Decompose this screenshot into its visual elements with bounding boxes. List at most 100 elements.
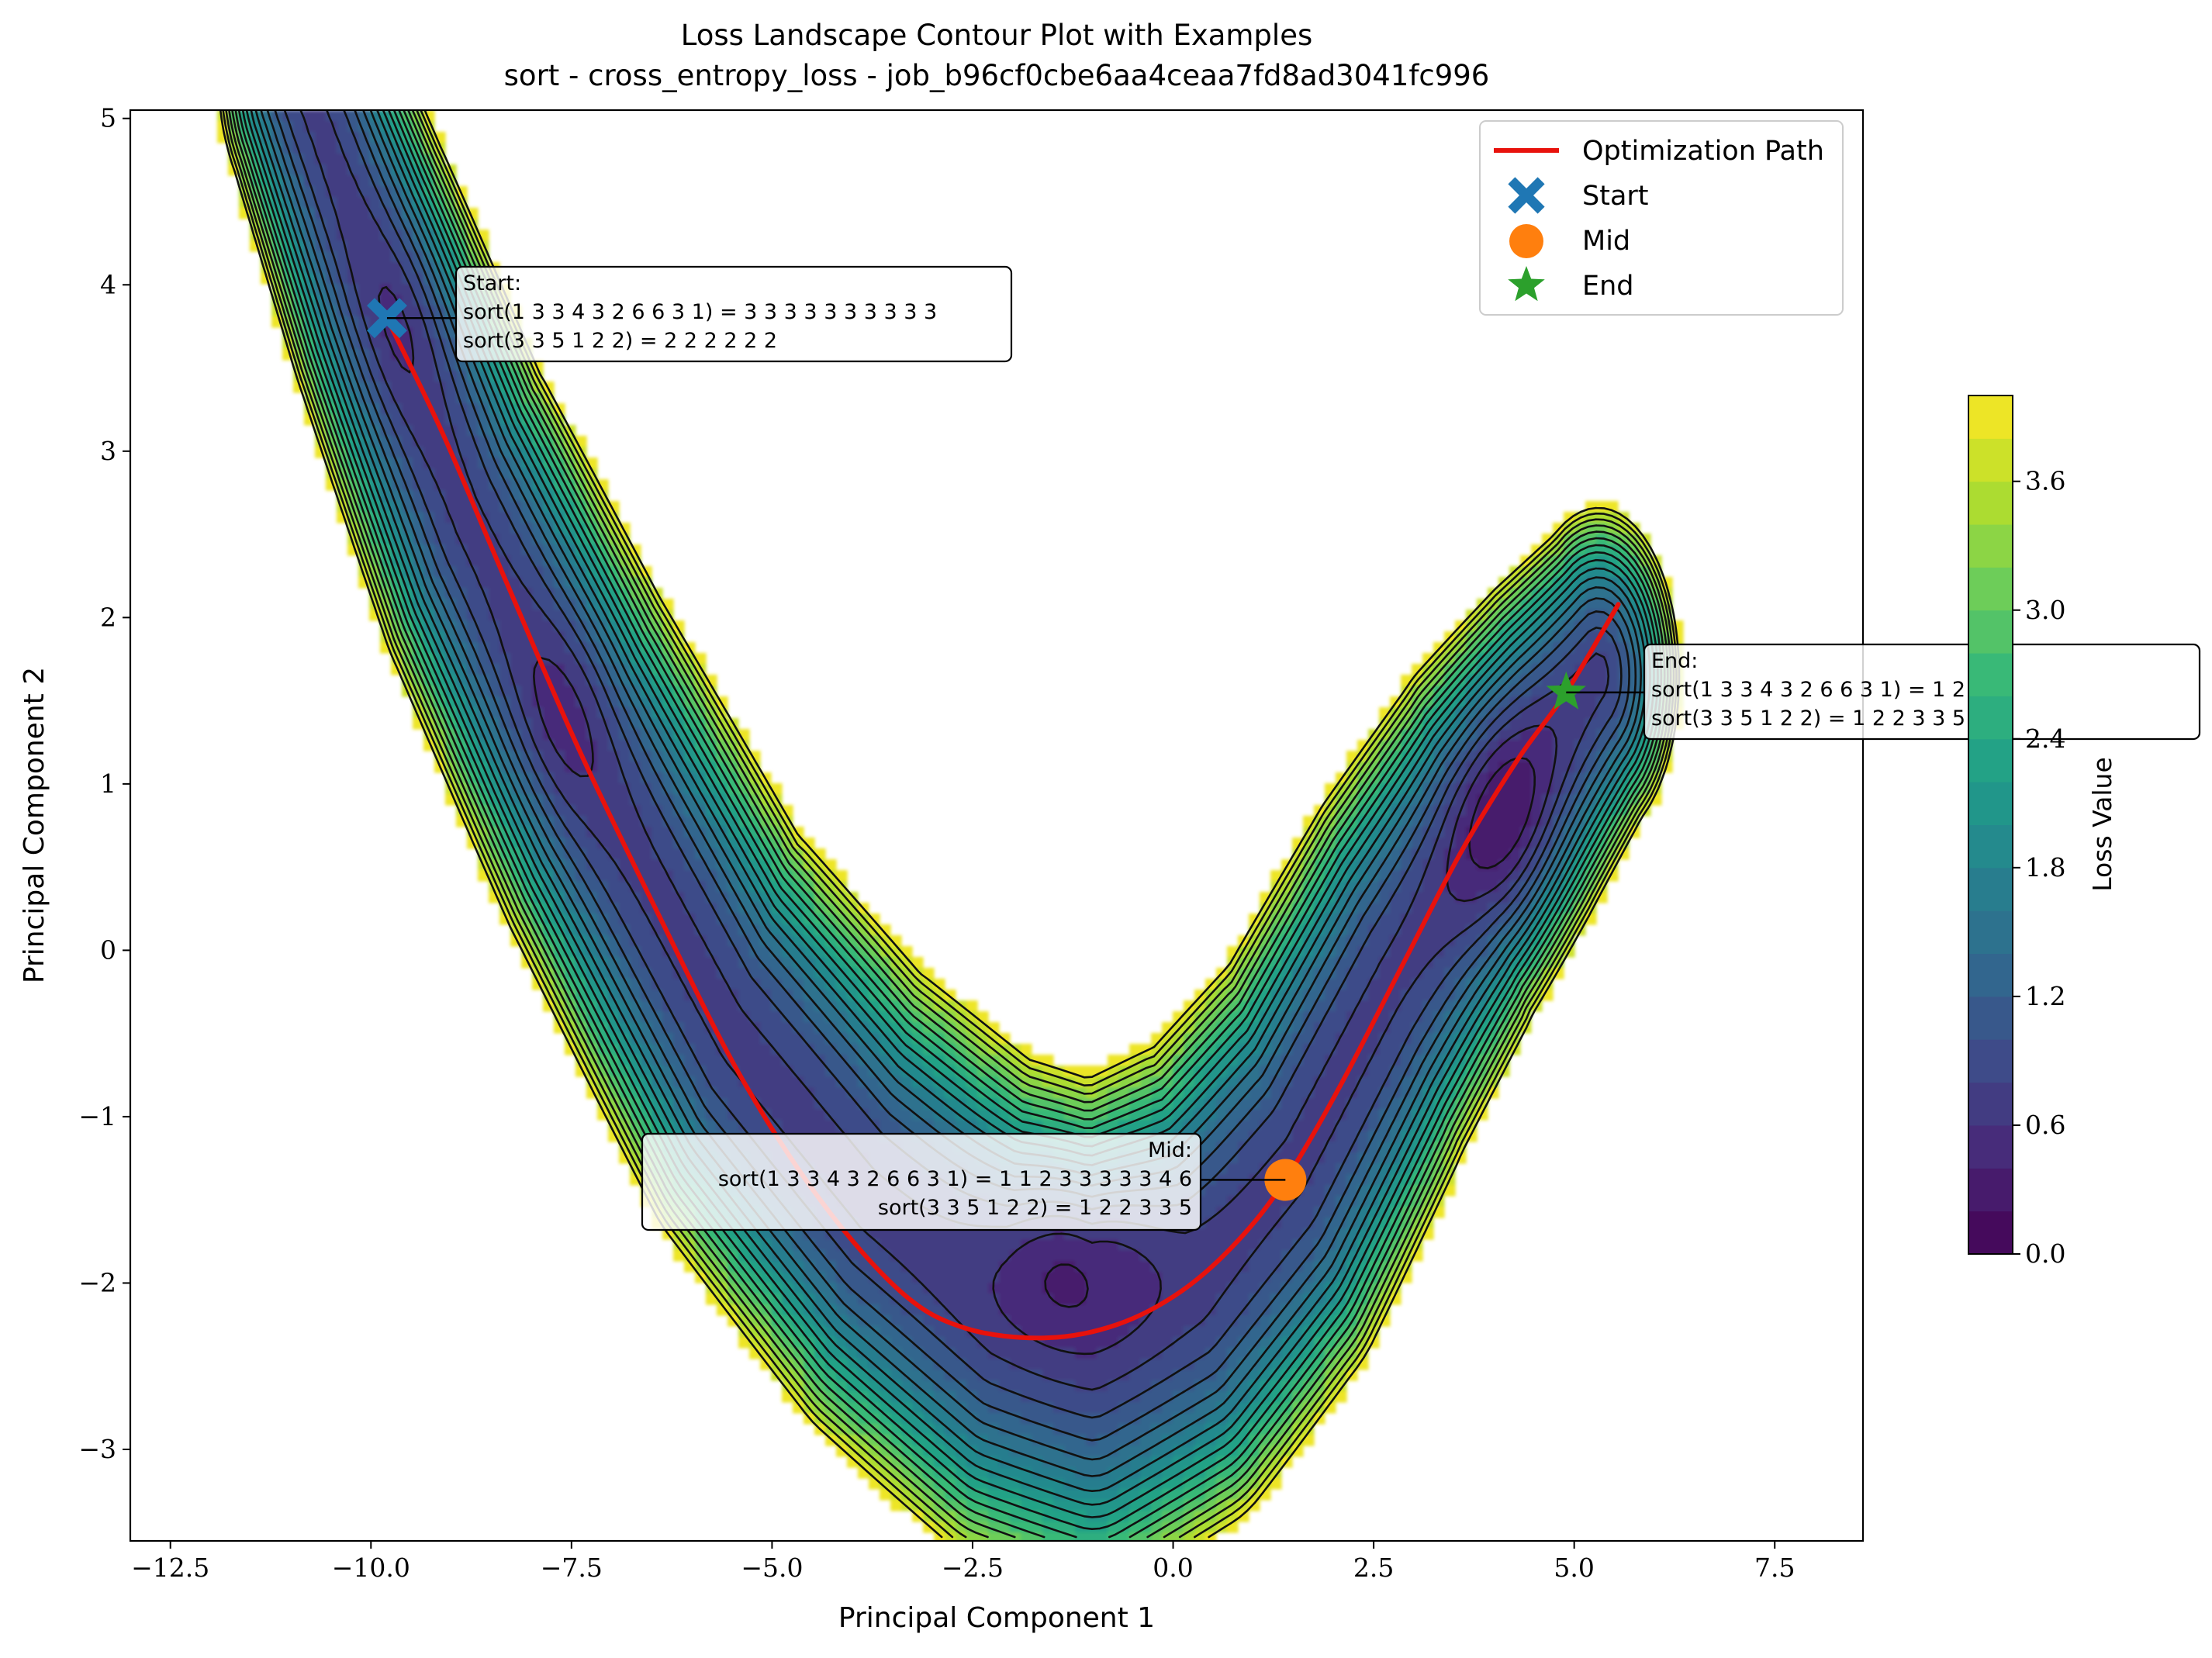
contour-cell <box>717 1109 728 1121</box>
contour-cell <box>1477 935 1488 947</box>
contour-cell <box>858 1022 869 1034</box>
contour-cell <box>554 620 565 632</box>
contour-cell <box>1357 968 1369 979</box>
contour-cell <box>695 903 707 914</box>
contour-cell <box>369 251 381 263</box>
contour-cell <box>1303 1207 1315 1218</box>
contour-cell <box>1498 816 1510 827</box>
contour-cell <box>543 707 555 719</box>
contour-cell <box>358 230 370 241</box>
contour-cell <box>1607 686 1619 697</box>
contour-cell <box>728 1098 739 1110</box>
contour-cell <box>597 740 609 751</box>
contour-cell <box>554 642 565 654</box>
contour-cell <box>1249 1185 1260 1197</box>
contour-cell <box>738 1022 750 1034</box>
contour-cell <box>521 675 533 686</box>
contour-cell <box>662 892 674 903</box>
contour-cell <box>1325 1163 1336 1175</box>
contour-cell <box>1314 1174 1325 1186</box>
contour-cell <box>1336 1011 1347 1023</box>
contour-cell <box>880 1120 891 1131</box>
contour-cell <box>1433 935 1445 947</box>
contour-cell <box>1325 1033 1336 1045</box>
contour-cell <box>717 1011 728 1023</box>
contour-cell <box>673 1000 685 1012</box>
contour-cell <box>423 490 435 502</box>
contour-cell <box>1585 664 1597 675</box>
contour-cell <box>673 827 685 838</box>
contour-cell <box>1488 892 1499 903</box>
contour-cell <box>771 1022 783 1034</box>
contour-cell <box>673 990 685 1001</box>
contour-cell <box>890 1022 902 1034</box>
contour-cell <box>717 903 728 914</box>
contour-cell <box>814 1076 826 1088</box>
contour-cell <box>684 935 696 947</box>
contour-cell <box>326 219 337 230</box>
contour-cell <box>1303 1120 1315 1131</box>
contour-cell <box>1216 1185 1228 1197</box>
contour-cell <box>1238 1055 1249 1066</box>
contour-cell <box>586 805 598 817</box>
contour-cell <box>575 827 587 838</box>
contour-cell <box>326 143 337 154</box>
contour-cell <box>445 490 457 502</box>
contour-cell <box>684 946 696 958</box>
contour-cell <box>1596 501 1608 513</box>
contour-cell <box>1498 718 1510 730</box>
contour-cell <box>1292 1076 1304 1088</box>
contour-cell <box>1596 664 1608 675</box>
contour-cell <box>337 121 348 133</box>
contour-cell <box>662 848 674 860</box>
contour-cell <box>804 1066 815 1077</box>
contour-cell <box>586 729 598 741</box>
contour-cell <box>1531 707 1543 719</box>
contour-cell <box>1498 838 1510 849</box>
contour-cell <box>445 544 457 556</box>
contour-cell <box>1466 903 1478 914</box>
contour-cell <box>1086 1120 1097 1131</box>
contour-cell <box>619 751 631 762</box>
contour-cell <box>380 230 392 241</box>
contour-cell <box>760 1022 772 1034</box>
contour-cell <box>1531 751 1543 762</box>
contour-cell <box>717 1076 728 1088</box>
contour-cell <box>1238 1163 1249 1175</box>
contour-cell <box>771 1087 783 1099</box>
contour-cell <box>1585 696 1597 708</box>
contour-cell <box>413 458 424 469</box>
contour-cell <box>1303 1196 1315 1207</box>
contour-cell <box>782 1044 793 1055</box>
contour-cell <box>1618 675 1630 686</box>
contour-cell <box>793 1011 804 1023</box>
contour-cell <box>1564 740 1575 751</box>
contour-cell <box>1509 783 1521 795</box>
contour-cell <box>641 859 652 871</box>
contour-cell <box>1585 686 1597 697</box>
contour-cell <box>347 186 359 198</box>
contour-cell <box>793 1109 804 1121</box>
contour-cell <box>760 1000 772 1012</box>
contour-cell <box>1260 1142 1271 1153</box>
contour-cell <box>423 447 435 458</box>
contour-cell <box>413 414 424 426</box>
contour-cell <box>1292 1207 1304 1218</box>
contour-cell <box>1336 1044 1347 1055</box>
contour-cell <box>717 990 728 1001</box>
contour-cell <box>1564 707 1575 719</box>
contour-cell <box>630 827 641 838</box>
contour-cell <box>1260 1152 1271 1164</box>
contour-cell <box>489 642 500 654</box>
contour-cell <box>1346 946 1358 958</box>
contour-cell <box>1227 1207 1239 1218</box>
contour-cell <box>793 1055 804 1066</box>
contour-cell <box>912 1098 924 1110</box>
contour-cell <box>532 620 544 632</box>
contour-cell <box>1466 859 1478 871</box>
contour-cell <box>782 1109 793 1121</box>
contour-cell <box>1477 838 1488 849</box>
contour-cell <box>771 968 783 979</box>
contour-cell <box>749 1055 761 1066</box>
contour-cell <box>565 696 576 708</box>
